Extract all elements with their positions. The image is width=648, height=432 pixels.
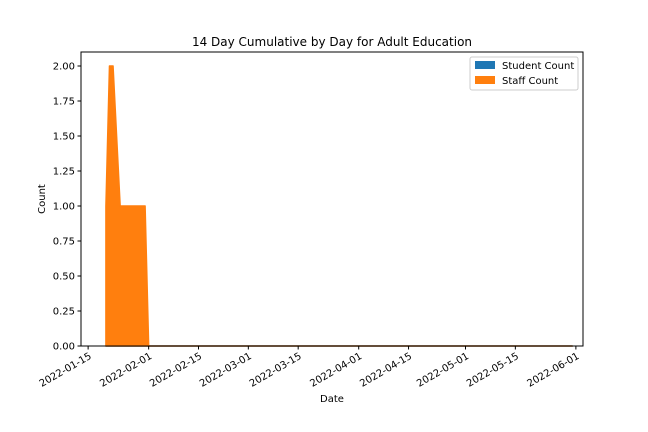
x-tick-label: 2022-03-01	[198, 351, 254, 390]
chart-title: 14 Day Cumulative by Day for Adult Educa…	[192, 35, 472, 49]
x-tick-label: 2022-06-01	[526, 351, 582, 390]
y-tick-label: 1.00	[53, 202, 75, 213]
legend-frame	[469, 56, 579, 91]
legend-swatch-student	[475, 61, 495, 69]
legend-label-staff: Staff Count	[502, 76, 558, 87]
x-tick-label: 2022-02-01	[98, 351, 154, 390]
y-tick-label: 0.50	[53, 272, 75, 283]
x-axis: 2022-01-15 2022-02-012022-02-152022-03-01…	[38, 346, 582, 390]
y-tick-label: 0.00	[53, 342, 75, 353]
y-axis: 0.00 0.25 0.50 0.75 1.00 1.25 1.50 1.75 2.00	[53, 62, 81, 353]
x-tick-label: 2022-01-15	[38, 351, 94, 390]
y-tick-label: 1.25	[53, 167, 75, 178]
axes-frame	[80, 51, 584, 347]
x-tick-label: 2022-05-01	[415, 351, 471, 390]
legend-label-student: Student Count	[502, 61, 574, 72]
plot-areas	[105, 65, 574, 347]
x-tick-label: 2022-04-15	[358, 351, 414, 390]
y-tick-label: 0.75	[53, 237, 75, 248]
x-axis-title: Date	[320, 394, 344, 405]
y-axis-title: Count	[37, 184, 48, 214]
x-tick-label: 2022-02-15	[148, 351, 204, 390]
y-tick-label: 2.00	[53, 62, 75, 73]
area-staff-count	[105, 65, 574, 347]
y-tick-label: 1.50	[53, 132, 75, 143]
y-tick-label: 0.25	[53, 307, 75, 318]
x-tick-label: 2022-04-01	[308, 351, 364, 390]
x-tick-label: 2022-05-15	[465, 351, 521, 390]
legend-swatch-staff	[475, 76, 495, 84]
x-tick-label: 2022-03-15	[248, 351, 304, 390]
legend: Student Count Staff Count	[469, 56, 579, 91]
plot-frame	[80, 51, 584, 347]
y-tick-label: 1.75	[53, 97, 75, 108]
